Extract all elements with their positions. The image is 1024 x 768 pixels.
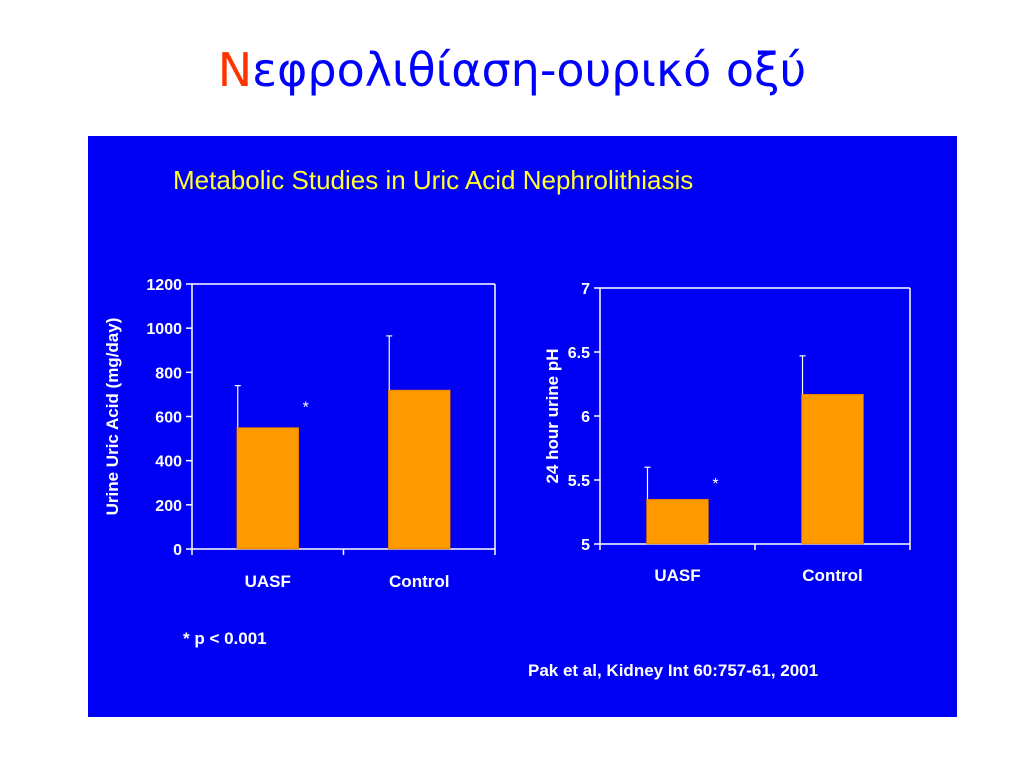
y-tick-label: 600 (155, 410, 182, 427)
y-tick-label: 400 (155, 454, 182, 471)
citation: Pak et al, Kidney Int 60:757-61, 2001 (528, 661, 818, 680)
significance-marker: * (303, 400, 309, 417)
x-category-label: Control (802, 566, 862, 585)
y-tick-label: 1200 (146, 277, 182, 294)
y-tick-label: 1000 (146, 321, 182, 338)
bar-control (801, 393, 864, 545)
x-category-label: Control (389, 572, 449, 591)
figure-svg: Metabolic Studies in Uric Acid Nephrolit… (103, 165, 911, 680)
y-tick-label: 5.5 (568, 473, 590, 490)
x-category-label: UASF (245, 572, 291, 591)
slide-title-first-letter: Ν (217, 43, 253, 97)
chart-urine-ph: 5 5.5 6 6.5 7 * UASF Control 24 hour urine pH (543, 281, 911, 585)
slide-title: Νεφρολιθίαση-ουρικό οξύ (0, 40, 1024, 100)
bar-control (388, 389, 451, 550)
y-axis-label: Urine Uric Acid (mg/day) (103, 318, 122, 516)
bar-uasf (236, 427, 299, 550)
footnote: * p < 0.001 (183, 629, 267, 648)
chart-uric-acid: 0 200 400 600 800 1000 1200 * UASF Control Urine U… (103, 277, 496, 591)
x-category-label: UASF (654, 566, 700, 585)
y-axis-label: 24 hour urine pH (543, 348, 562, 483)
y-tick-label: 800 (155, 365, 182, 382)
bar-uasf (646, 498, 709, 545)
y-tick-label: 5 (581, 537, 590, 554)
figure-title: Metabolic Studies in Uric Acid Nephrolit… (173, 165, 693, 195)
y-tick-label: 6 (581, 409, 590, 426)
slide-title-rest: εφρολιθίαση-ουρικό οξύ (252, 43, 807, 97)
y-tick-label: 7 (581, 281, 590, 298)
y-tick-label: 200 (155, 498, 182, 515)
figure-panel: Metabolic Studies in Uric Acid Nephrolit… (88, 136, 957, 717)
y-tick-label: 6.5 (568, 345, 590, 362)
y-tick-label: 0 (173, 542, 182, 559)
significance-marker: * (712, 476, 718, 493)
